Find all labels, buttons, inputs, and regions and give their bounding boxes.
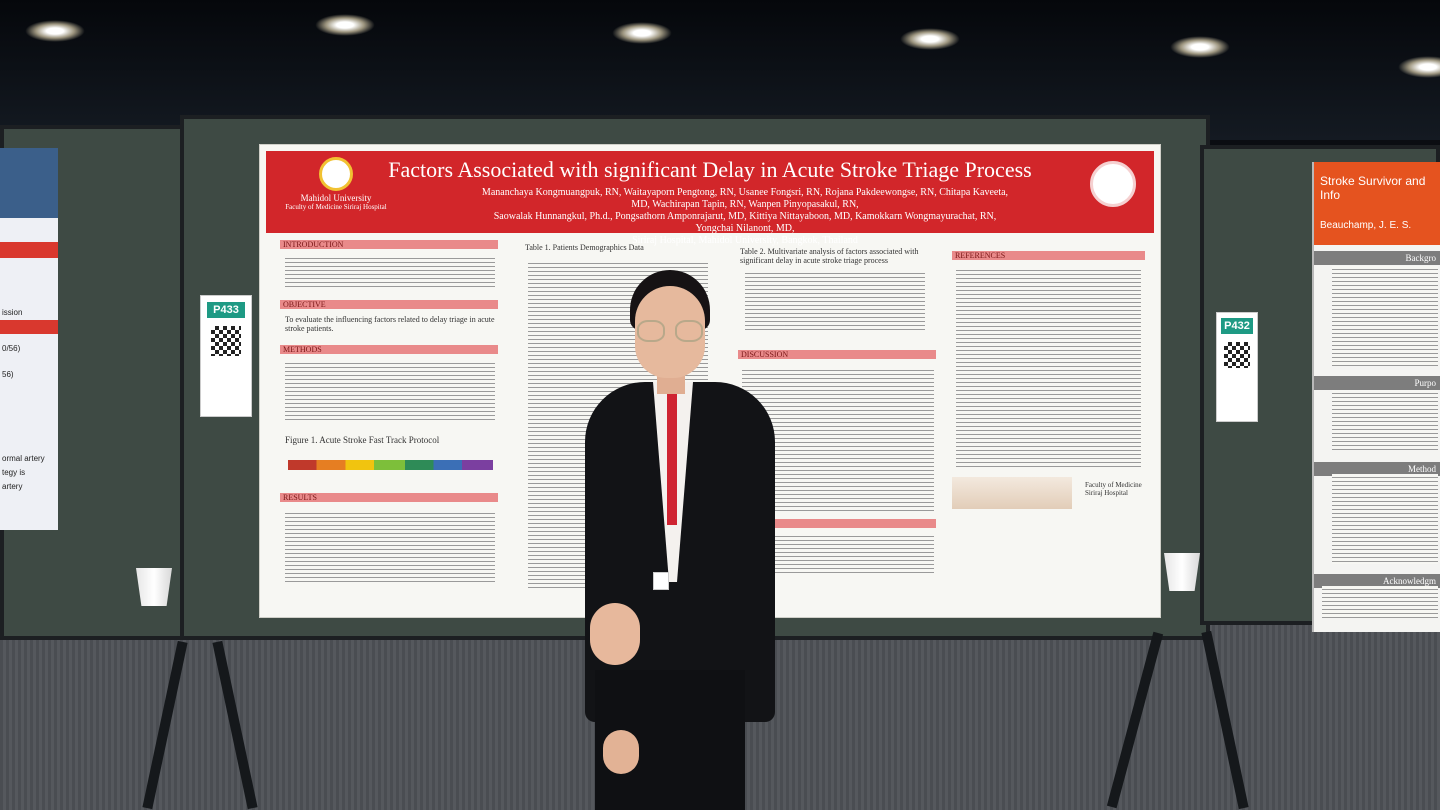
introduction-text <box>285 255 495 287</box>
right-poster-text <box>1322 586 1438 618</box>
affiliation: Siriraj Hospital, Mahidol University, Ba… <box>632 235 858 246</box>
discussion-conclusion-bar <box>738 519 936 528</box>
right-poster-authors: Beauchamp, J. E. S. <box>1314 218 1440 245</box>
right-poster-section: Purpo <box>1314 376 1440 390</box>
poster-number-tag-left: P433 <box>200 295 252 417</box>
poster-header: Mahidol University Faculty of Medicine S… <box>266 151 1154 246</box>
qr-code-icon <box>211 326 241 356</box>
poster-id: P432 <box>1221 318 1253 334</box>
university-seal-icon <box>319 157 353 191</box>
right-poster-section: Acknowledgm <box>1314 574 1440 588</box>
ceiling-light <box>900 28 960 50</box>
ceiling-light <box>25 20 85 42</box>
section-methods: METHODS <box>280 345 498 354</box>
red-lanyard <box>667 385 677 525</box>
hand <box>603 730 639 774</box>
glasses-icon <box>637 320 703 342</box>
ceiling-light <box>315 14 375 36</box>
right-poster-header: Stroke Survivor and Info <box>1314 162 1440 218</box>
cup-holder-left <box>136 568 172 606</box>
hospital-illustration <box>952 477 1072 509</box>
right-poster-section: Method <box>1314 462 1440 476</box>
stroke-team-logo-icon <box>1090 161 1136 207</box>
stroke-triage-poster: Mahidol University Faculty of Medicine S… <box>260 145 1160 617</box>
section-results: RESULTS <box>280 493 498 502</box>
ceiling-light <box>612 22 672 44</box>
fast-track-protocol-arrows <box>288 460 493 470</box>
references-text <box>956 267 1141 467</box>
cup-holder-right <box>1164 553 1200 591</box>
qr-code-icon <box>1224 342 1250 368</box>
poster-title: Factors Associated with significant Dela… <box>388 157 1032 182</box>
section-objective: OBJECTIVE <box>280 300 498 309</box>
left-poster-label: 56) <box>2 370 14 379</box>
figure1-title: Figure 1. Acute Stroke Fast Track Protoc… <box>285 435 440 445</box>
results-text <box>285 510 495 585</box>
left-poster-label: artery <box>2 482 23 491</box>
objective-text: To evaluate the influencing factors rela… <box>285 315 495 333</box>
hand <box>590 603 640 665</box>
section-introduction: INTRODUCTION <box>280 240 498 249</box>
poster-number-tag-right: P432 <box>1216 312 1258 422</box>
table1-title: Table 1. Patients Demographics Data <box>525 243 644 252</box>
presenter <box>575 270 785 810</box>
left-poster-label: ission <box>2 308 23 317</box>
table2-title: Table 2. Multivariate analysis of factor… <box>740 247 919 265</box>
footer-logo-text: Faculty of Medicine Siriraj Hospital <box>1085 481 1142 497</box>
section-discussion: DISCUSSION <box>738 350 936 359</box>
left-poster-label: 0/56) <box>2 344 21 353</box>
right-poster-text <box>1332 474 1438 564</box>
right-poster-title: Stroke Survivor and Info <box>1320 174 1426 202</box>
right-poster-text <box>1332 266 1438 366</box>
section-references: REFERENCES <box>952 251 1145 260</box>
methods-text <box>285 360 495 422</box>
poster-authors: Mananchaya Kongmuangpuk, RN, Waitayaporn… <box>476 187 1014 247</box>
left-neighbor-poster: ission 0/56) 56) ormal artery tegy is ar… <box>0 148 58 530</box>
authors-line-2: Saowalak Hunnangkul, Ph.d., Pongsathorn … <box>493 211 997 234</box>
poster-id: P433 <box>207 302 245 318</box>
authors-line-1: Mananchaya Kongmuangpuk, RN, Waitayaporn… <box>481 187 1009 210</box>
table2-body <box>745 270 925 330</box>
left-poster-label: ormal artery <box>2 454 45 463</box>
mahidol-logo: Mahidol University Faculty of Medicine S… <box>281 157 391 211</box>
right-poster-section: Backgro <box>1314 251 1440 265</box>
right-neighbor-poster: Stroke Survivor and Info Beauchamp, J. E… <box>1312 162 1440 632</box>
right-poster-text <box>1332 390 1438 450</box>
ceiling-light <box>1398 56 1440 78</box>
logo-text: Mahidol University <box>300 193 372 203</box>
left-poster-label: tegy is <box>2 468 26 477</box>
ceiling-light <box>1170 36 1230 58</box>
name-badge <box>653 572 669 590</box>
logo-subtext: Faculty of Medicine Siriraj Hospital <box>285 203 387 211</box>
